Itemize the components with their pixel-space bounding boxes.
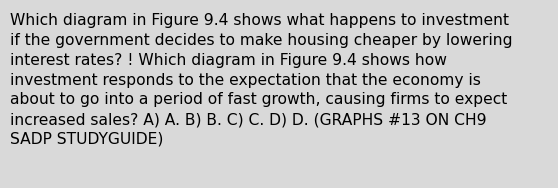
Text: Which diagram in Figure 9.4 shows what happens to investment
if the government d: Which diagram in Figure 9.4 shows what h…	[10, 13, 513, 147]
